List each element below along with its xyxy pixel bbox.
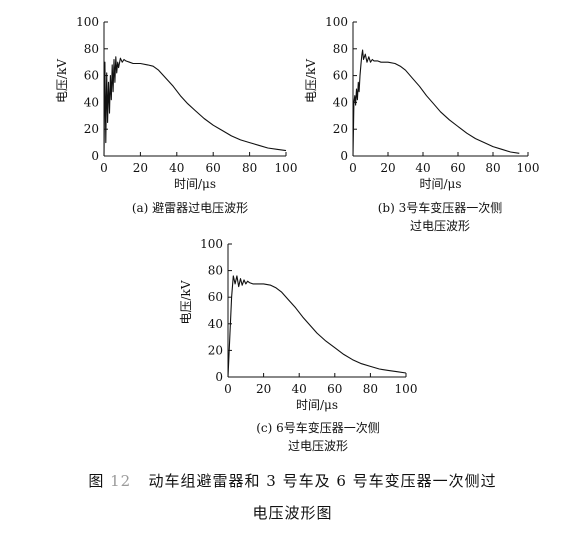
x-tick-label: 80	[363, 382, 378, 396]
x-tick-label: 20	[380, 161, 395, 175]
y-tick-label: 40	[84, 95, 99, 109]
y-tick-label: 80	[84, 42, 99, 56]
y-tick-label: 60	[84, 69, 99, 83]
chart-c: 0 20 40 60 80 100 0 20 40 60 80 100 时间/μs 电压/kV (c) 6号…	[179, 237, 417, 453]
x-axis-label: 时间/μs	[296, 398, 338, 412]
y-tick-label: 80	[333, 42, 348, 56]
x-tick-label: 60	[206, 161, 221, 175]
series-line	[104, 57, 286, 156]
series-line	[353, 50, 519, 156]
x-tick-label: 40	[292, 382, 307, 396]
subplot-caption: (a) 避雷器过电压波形	[132, 201, 248, 215]
x-tick-label: 100	[395, 382, 418, 396]
chart-a: 0 20 40 60 80 100 0 20 40 60 80 100 时间/μs 电压/kV (a) 避雷…	[55, 15, 297, 215]
x-tick-label: 0	[100, 161, 108, 175]
x-tick-label: 40	[415, 161, 430, 175]
y-tick-label: 0	[340, 149, 348, 163]
x-axis-label: 时间/μs	[419, 177, 461, 191]
y-axis-label: 电压/kV	[304, 59, 318, 103]
subplot-caption: 过电压波形	[410, 219, 470, 233]
y-tick-label: 20	[208, 343, 223, 357]
x-tick-label: 40	[169, 161, 184, 175]
y-axis-label: 电压/kV	[179, 280, 193, 324]
y-tick-label: 20	[84, 122, 99, 136]
figure-caption-line1: 动车组避雷器和 3 号车及 6 号车变压器一次侧过	[149, 472, 497, 490]
x-tick-label: 0	[349, 161, 357, 175]
x-tick-label: 60	[327, 382, 342, 396]
figure-caption-number: 12	[110, 472, 131, 490]
subplot-caption: (b) 3号车变压器一次侧	[378, 200, 503, 215]
y-tick-label: 20	[333, 122, 348, 136]
y-axis-label: 电压/kV	[55, 59, 69, 103]
y-tick-label: 100	[200, 237, 223, 251]
x-tick-label: 80	[485, 161, 500, 175]
y-tick-label: 100	[325, 15, 348, 29]
x-tick-label: 80	[242, 161, 257, 175]
y-tick-label: 80	[208, 264, 223, 278]
figure-caption-second-line: 电压波形图	[0, 502, 585, 524]
x-tick-label: 0	[224, 382, 232, 396]
x-tick-label: 20	[256, 382, 271, 396]
y-tick-label: 40	[208, 317, 223, 331]
x-axis-label: 时间/μs	[174, 177, 216, 191]
figure-caption: 图 12 动车组避雷器和 3 号车及 6 号车变压器一次侧过	[0, 470, 585, 492]
x-tick-label: 20	[133, 161, 148, 175]
x-tick-label: 60	[450, 161, 465, 175]
subplot-caption: (c) 6号车变压器一次侧	[256, 420, 380, 435]
subplot-caption: 过电压波形	[288, 439, 348, 453]
series-line	[228, 276, 406, 377]
y-tick-label: 40	[333, 95, 348, 109]
figure-caption-line2: 电压波形图	[252, 504, 332, 522]
figure-caption-prefix: 图	[88, 472, 104, 490]
y-tick-label: 0	[91, 149, 99, 163]
y-tick-label: 60	[333, 69, 348, 83]
y-tick-label: 60	[208, 290, 223, 304]
x-tick-label: 100	[275, 161, 298, 175]
x-tick-label: 100	[517, 161, 540, 175]
y-tick-label: 100	[76, 15, 99, 29]
y-tick-label: 0	[215, 370, 223, 384]
chart-b: 0 20 40 60 80 100 0 20 40 60 80 100 时间/μs 电压/kV (b) 3号…	[304, 15, 539, 233]
